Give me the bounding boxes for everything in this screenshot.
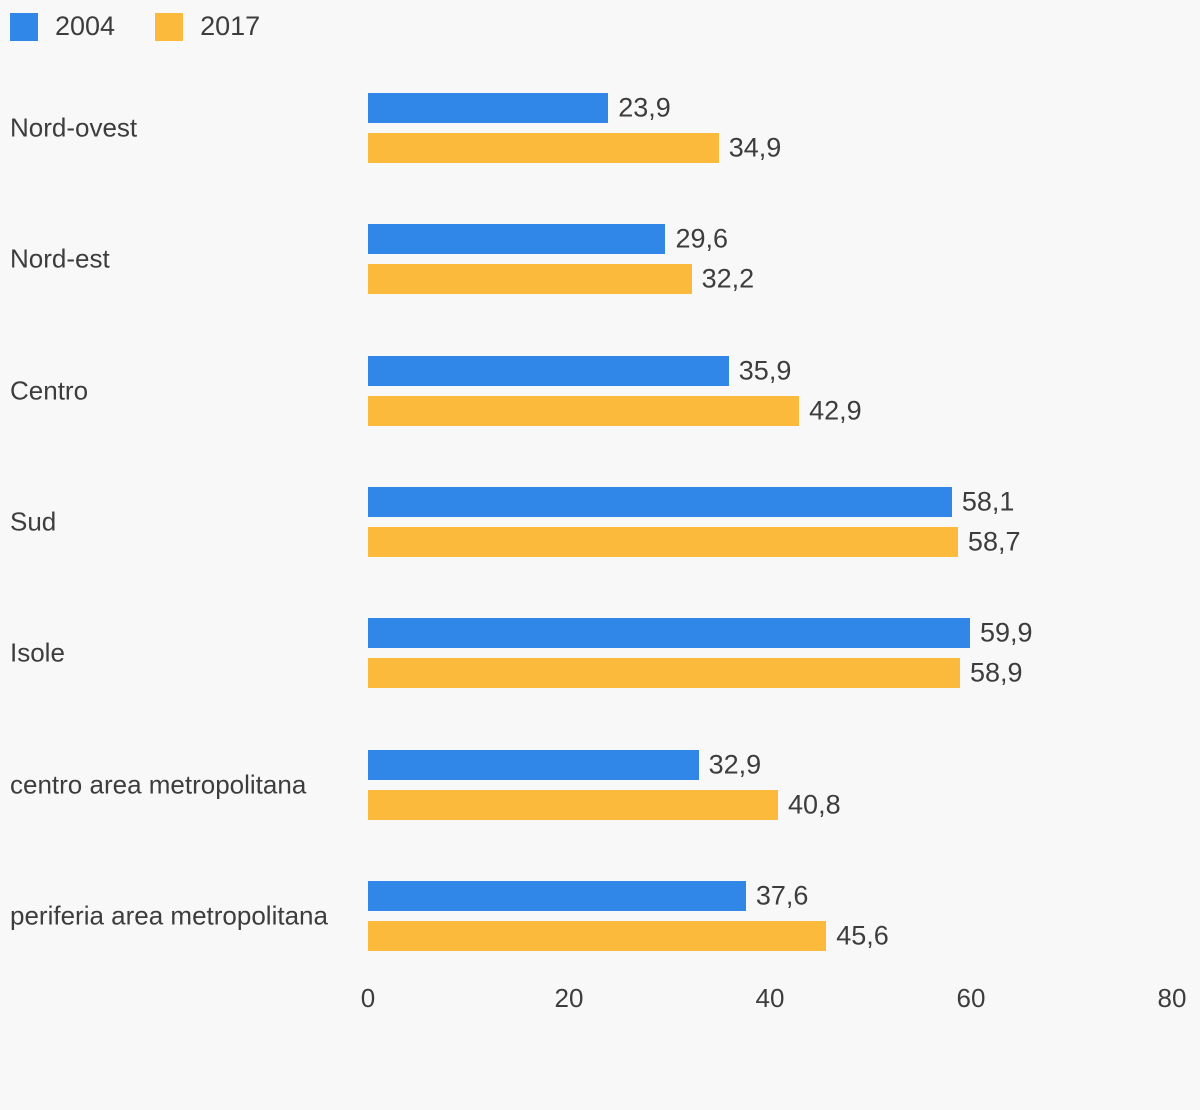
legend-swatch-2004-icon bbox=[10, 12, 38, 41]
bar-2017 bbox=[368, 658, 960, 689]
value-label-2004: 58,1 bbox=[961, 486, 1015, 517]
x-tick-label: 20 bbox=[554, 983, 584, 1013]
value-label-2004: 59,9 bbox=[979, 617, 1033, 648]
bar-2004 bbox=[368, 355, 729, 386]
value-label-2017: 42,9 bbox=[809, 395, 862, 426]
value-label-2017: 58,7 bbox=[967, 526, 1021, 557]
value-label-2004: 23,9 bbox=[618, 92, 671, 123]
category-label: centro area metropolitana bbox=[10, 769, 307, 800]
x-tick-label: 0 bbox=[360, 983, 376, 1013]
value-label-2004: 32,9 bbox=[708, 749, 762, 780]
category-label: Centro bbox=[10, 375, 89, 406]
x-tick-label: 60 bbox=[956, 983, 986, 1013]
value-label-2017: 58,9 bbox=[969, 657, 1023, 688]
bar-2017 bbox=[368, 920, 827, 951]
bar-2017 bbox=[368, 264, 692, 295]
bar-2017 bbox=[368, 133, 719, 163]
bar-2004 bbox=[368, 880, 746, 911]
value-label-2017: 40,8 bbox=[788, 789, 841, 820]
bar-2004 bbox=[368, 749, 699, 780]
category-label: periferia area metropolitana bbox=[10, 900, 328, 931]
bar-2017 bbox=[368, 395, 800, 426]
legend-item-2017: 2017 bbox=[155, 11, 260, 42]
x-tick-label: 40 bbox=[755, 983, 785, 1013]
x-tick-label: 80 bbox=[1157, 983, 1187, 1013]
category-label: Nord-est bbox=[10, 243, 110, 274]
category-label: Nord-ovest bbox=[10, 112, 138, 143]
legend-item-2004: 2004 bbox=[10, 11, 115, 42]
legend-label-2017: 2017 bbox=[200, 11, 261, 41]
legend-swatch-2017-icon bbox=[155, 12, 184, 41]
bar-2017 bbox=[368, 789, 779, 820]
bar-2004 bbox=[368, 486, 952, 517]
value-label-2004: 29,6 bbox=[675, 223, 729, 254]
legend-label-2004: 2004 bbox=[55, 11, 116, 41]
bar-2004 bbox=[368, 93, 609, 123]
bar-2017 bbox=[368, 526, 958, 557]
value-label-2004: 37,6 bbox=[755, 880, 809, 911]
value-label-2004: 35,9 bbox=[738, 355, 792, 386]
bar-2004 bbox=[368, 224, 666, 255]
value-label-2017: 34,9 bbox=[728, 132, 782, 163]
category-label: Isole bbox=[10, 637, 65, 668]
legend: 2004 2017 bbox=[10, 11, 260, 42]
bar-2004 bbox=[368, 618, 970, 649]
value-label-2017: 45,6 bbox=[836, 920, 889, 951]
value-label-2017: 32,2 bbox=[701, 263, 755, 294]
category-label: Sud bbox=[10, 506, 57, 537]
